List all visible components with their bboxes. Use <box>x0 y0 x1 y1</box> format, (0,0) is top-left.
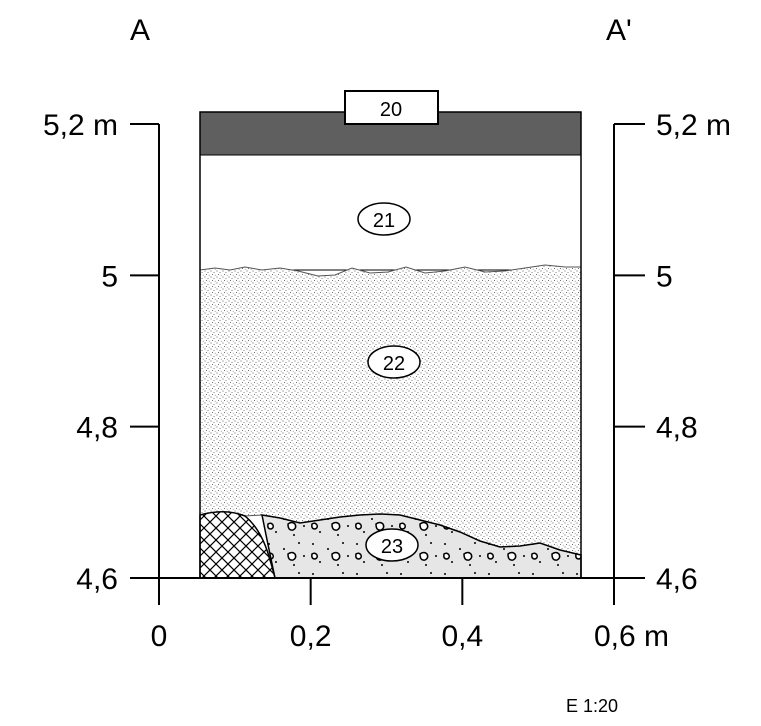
layer-23-label: 23 <box>365 528 419 562</box>
x-axis-ticks: 0 0,2 0,4 0,6 m <box>151 578 669 653</box>
y-tick-label-left: 4,8 <box>76 412 118 445</box>
layer-21-label: 21 <box>357 202 411 236</box>
svg-text:21: 21 <box>373 210 395 232</box>
y-tick-label-right: 5 <box>656 260 673 293</box>
svg-text:22: 22 <box>383 353 405 375</box>
y-axis-ticks: 5,2 m 5,2 m 5 5 4,8 4,8 4,6 4,6 <box>43 109 731 596</box>
layer-22 <box>199 264 582 556</box>
layer-23 <box>261 513 582 579</box>
scale-label: E 1:20 <box>566 696 618 716</box>
y-tick-label-left: 5 <box>101 260 118 293</box>
y-tick-label-right: 4,8 <box>656 412 698 445</box>
section-label-left: A <box>130 14 150 47</box>
section-label-right: A' <box>606 14 632 47</box>
svg-text:23: 23 <box>381 536 403 558</box>
crosshatched-feature <box>199 511 276 579</box>
layer-22-label: 22 <box>367 345 421 379</box>
x-tick-label: 0,4 <box>441 620 483 653</box>
x-tick-label: 0 <box>151 620 168 653</box>
x-tick-label: 0,2 <box>290 620 332 653</box>
layer-20-label: 20 <box>344 90 439 125</box>
x-tick-label: 0,6 m <box>594 620 669 653</box>
svg-text:20: 20 <box>380 99 402 121</box>
y-tick-label-right: 5,2 m <box>656 109 731 142</box>
y-tick-label-left: 5,2 m <box>43 109 118 142</box>
y-tick-label-left: 4,6 <box>76 563 118 596</box>
y-tick-label-right: 4,6 <box>656 563 698 596</box>
